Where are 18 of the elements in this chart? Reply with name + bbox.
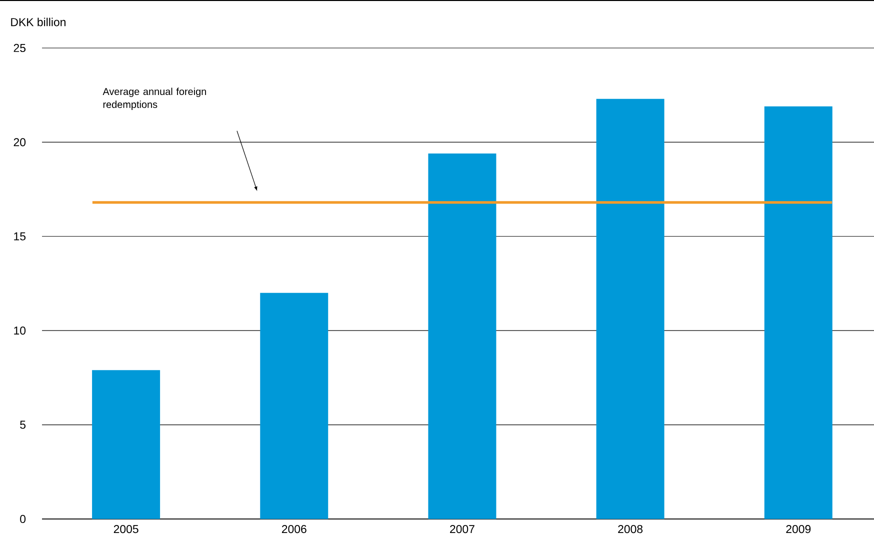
bar: [596, 98, 664, 519]
x-tick-label: 2007: [450, 525, 474, 534]
bar: [764, 106, 832, 519]
x-tick-label: 2005: [114, 525, 138, 534]
bar: [428, 153, 496, 519]
annotation: Average annual foreign redemptions: [102, 88, 206, 110]
y-tick-label: 10: [14, 326, 26, 335]
x-tick-label: 2009: [786, 525, 811, 534]
x-tick-label: 2006: [282, 525, 306, 534]
y-axis-title: DKK billion: [11, 18, 66, 26]
y-tick-label: 20: [14, 138, 26, 146]
bar: [260, 292, 328, 519]
y-tick-label: 25: [14, 44, 26, 52]
y-tick-label: 15: [14, 232, 26, 240]
bar: [92, 370, 160, 519]
y-tick-label: 0: [20, 514, 26, 524]
y-tick-label: 5: [20, 420, 26, 429]
x-tick-label: 2008: [618, 525, 643, 534]
